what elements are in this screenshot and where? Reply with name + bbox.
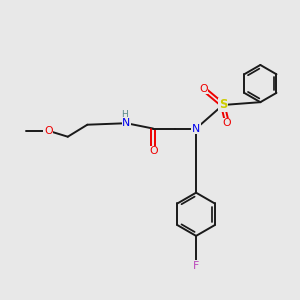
Text: N: N (122, 118, 130, 128)
Text: O: O (44, 126, 52, 136)
Text: H: H (122, 110, 128, 119)
Text: F: F (193, 261, 199, 271)
Text: O: O (223, 118, 232, 128)
Text: O: O (149, 146, 158, 156)
Text: N: N (192, 124, 200, 134)
Text: O: O (199, 84, 208, 94)
Text: S: S (219, 98, 227, 112)
